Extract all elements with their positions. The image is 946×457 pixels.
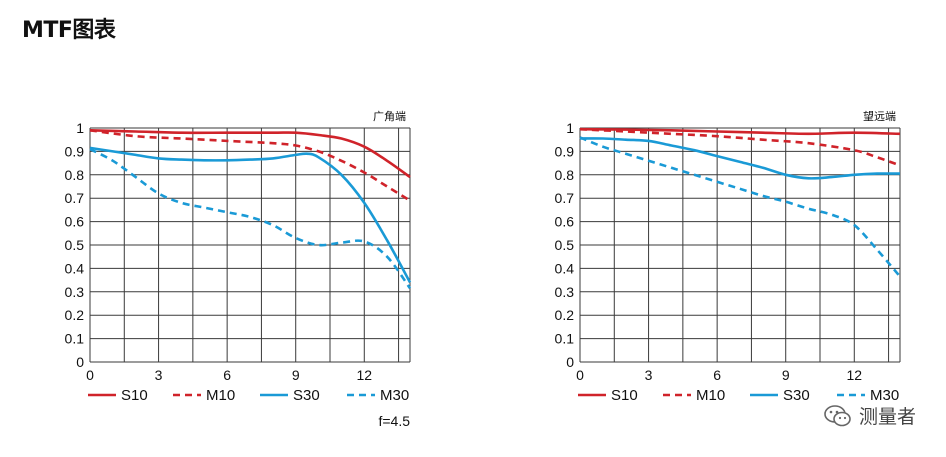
x-tick-label: 0 [86,367,94,383]
x-tick-label: 9 [782,367,790,383]
series-line-s10 [89,129,411,179]
y-tick-label: 0 [566,354,574,370]
x-tick-label: 3 [645,367,653,383]
x-tick-label: 12 [846,367,862,383]
y-tick-label: 0.4 [65,260,85,276]
legend: S10 M10 S30 M30 [578,387,899,404]
y-tick-label: 0.1 [555,331,575,347]
y-tick-label: 0.1 [65,331,85,347]
y-tick-label: 0.6 [555,214,575,230]
corner-label: 望远端 [863,110,896,123]
mtf-chart-wide: 广角端 0 0.1 0.2 0.3 0.4 0.5 0.6 0.7 0.8 0.9 1 0 3 6 9 12 S1… [65,110,412,429]
grid [89,127,411,363]
aperture-note: f=4.5 [378,413,410,429]
legend-label: M30 [870,387,899,404]
y-tick-label: 0.6 [65,214,85,230]
legend-label: M10 [206,387,235,404]
watermark: 测量者 [823,402,916,429]
series-line-s10 [579,127,901,136]
x-tick-label: 3 [155,367,163,383]
y-tick-label: 0 [76,354,84,370]
legend-label: S30 [783,387,810,404]
wechat-icon [824,404,851,426]
y-tick-label: 0.9 [65,143,85,159]
y-tick-label: 0.5 [65,237,85,253]
x-tick-label: 0 [576,367,584,383]
y-tick-label: 0.5 [555,237,575,253]
legend-label: S30 [293,387,320,404]
x-tick-label: 9 [292,367,300,383]
y-tick-label: 0.8 [555,167,575,183]
y-tick-label: 0.8 [65,167,85,183]
legend-label: S10 [121,387,148,404]
y-tick-label: 0.2 [65,307,85,323]
legend-label: M30 [380,387,409,404]
y-tick-label: 0.3 [555,284,575,300]
y-tick-label: 0.9 [555,143,575,159]
watermark-text: 测量者 [858,406,916,428]
y-tick-label: 0.7 [65,190,85,206]
y-tick-label: 0.4 [555,260,575,276]
legend-label: S10 [611,387,638,404]
y-tick-label: 0.2 [555,307,575,323]
y-tick-label: 1 [566,120,574,136]
x-tick-label: 6 [223,367,231,383]
series-line-s30 [89,146,412,284]
y-tick-label: 0.3 [65,284,85,300]
legend: S10 M10 S30 M30 [88,387,409,404]
y-tick-label: 1 [76,120,84,136]
page-title: MTF图表 [22,18,116,43]
x-tick-label: 12 [356,367,372,383]
legend-label: M10 [696,387,725,404]
x-tick-label: 6 [713,367,721,383]
y-tick-label: 0.7 [555,190,575,206]
corner-label: 广角端 [373,110,406,123]
series-line-m30 [579,136,901,278]
mtf-chart-tele: 望远端 0 0.1 0.2 0.3 0.4 0.5 0.6 0.7 0.8 0.9 1 0 3 6 9 12 S1… [555,110,901,404]
series-line-s30 [579,137,901,180]
series-line-m30 [89,147,412,290]
series-line-m10 [89,129,411,202]
series-line-m10 [579,127,901,167]
